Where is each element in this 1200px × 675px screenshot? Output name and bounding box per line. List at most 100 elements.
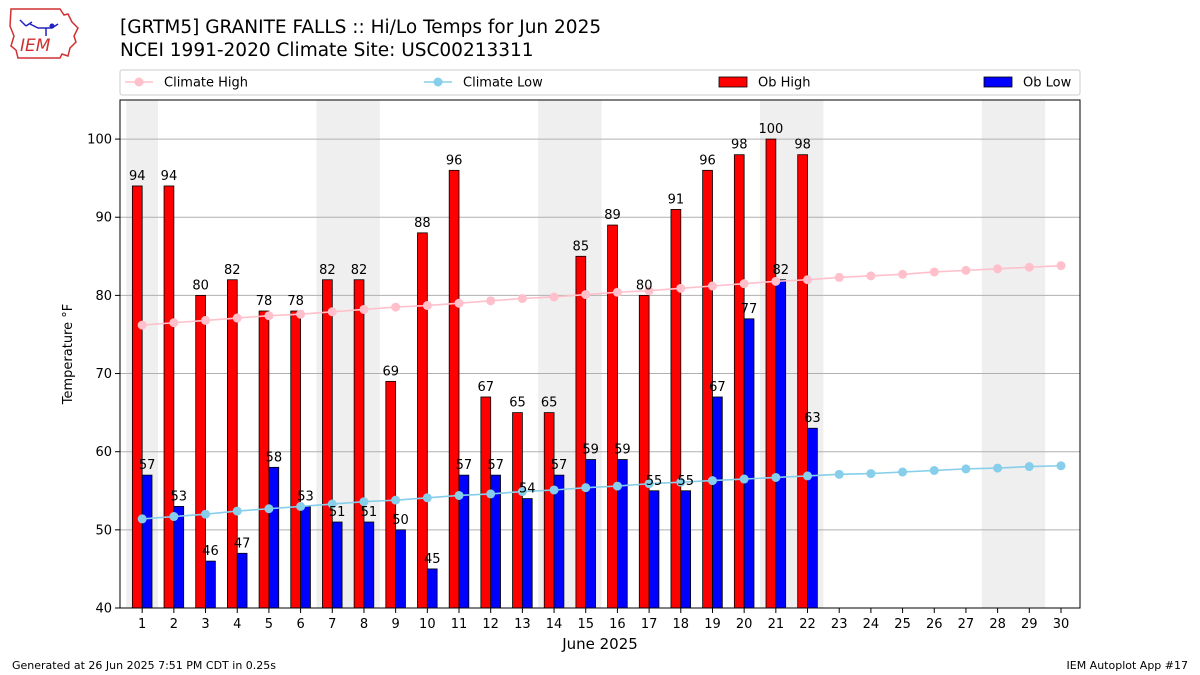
- legend-box: [119, 69, 1081, 96]
- ob-high-label: 98: [731, 138, 748, 153]
- ob-high-bar: [290, 310, 301, 609]
- ob-low-label: 50: [392, 513, 409, 528]
- climate-high-point: [866, 271, 876, 281]
- ob-high-bar: [733, 154, 745, 609]
- ob-low-label: 77: [741, 302, 758, 317]
- climate-high-point: [739, 279, 749, 289]
- climate-low-point: [961, 464, 971, 474]
- ob-low-legend-swatch: [983, 76, 1013, 88]
- climate-low-point: [296, 501, 306, 511]
- climate-high-legend-marker: [134, 77, 144, 87]
- climate-low-point: [993, 463, 1003, 473]
- ob-low-label: 57: [139, 458, 156, 473]
- ob-high-label: 65: [541, 396, 558, 411]
- ob-low-label: 58: [266, 450, 283, 465]
- climate-high-point: [961, 265, 971, 275]
- ob-high-label: 89: [604, 208, 621, 223]
- climate-low-point: [707, 476, 717, 486]
- ob-high-bar: [163, 185, 175, 609]
- x-tick-label: 30: [1053, 617, 1070, 632]
- x-tick-label: 25: [894, 617, 911, 632]
- iem-logo: IEM: [9, 8, 79, 59]
- climate-low-point: [1056, 461, 1066, 471]
- climate-high-point: [707, 281, 717, 291]
- ob-high-label: 96: [446, 153, 463, 168]
- ob-high-label: 78: [287, 294, 304, 309]
- climate-high-point: [169, 318, 179, 328]
- climate-high-point: [612, 287, 622, 297]
- ob-high-label: 94: [129, 169, 146, 184]
- climate-low-point: [612, 481, 622, 491]
- ob-low-bar: [585, 459, 596, 609]
- climate-low-legend-marker: [433, 77, 443, 87]
- ob-low-label: 57: [487, 458, 504, 473]
- ob-low-bar: [712, 396, 723, 609]
- climate-low-point: [739, 474, 749, 484]
- climate-low-legend-label: Climate Low: [463, 76, 543, 91]
- climate-low-point: [898, 467, 908, 477]
- ob-high-bar: [353, 279, 365, 609]
- ob-low-label: 53: [297, 489, 314, 504]
- x-tick-label: 11: [451, 617, 468, 632]
- plot-frame: [119, 99, 1081, 609]
- x-tick-label: 13: [514, 617, 531, 632]
- ob-low-bar: [268, 466, 280, 609]
- ob-low-bar: [807, 427, 818, 609]
- y-tick-label: 60: [95, 445, 112, 460]
- ob-high-bar: [765, 138, 777, 609]
- y-tick-label: 40: [95, 602, 112, 617]
- climate-high-point: [771, 276, 781, 286]
- x-tick-label: 8: [360, 617, 368, 632]
- x-tick-label: 10: [419, 617, 436, 632]
- ob-low-label: 55: [646, 474, 663, 489]
- ob-low-label: 51: [329, 505, 346, 520]
- climate-high-point: [803, 275, 813, 285]
- ob-low-label: 59: [614, 443, 631, 458]
- climate-low-point: [201, 509, 211, 519]
- ob-low-label: 51: [361, 505, 378, 520]
- ob-high-label: 94: [161, 169, 178, 184]
- x-tick-label: 22: [799, 617, 816, 632]
- y-axis-label: Temperature °F: [61, 304, 76, 405]
- weekend-band: [981, 100, 1046, 608]
- app-label: IEM Autoplot App #17: [1066, 659, 1189, 672]
- climate-high-point: [644, 286, 654, 296]
- y-tick-label: 50: [95, 523, 112, 538]
- ob-low-label: 82: [772, 263, 789, 278]
- chart-title: [GRTM5] GRANITE FALLS :: Hi/Lo Temps for…: [120, 17, 602, 38]
- ob-high-label: 65: [509, 396, 526, 411]
- ob-high-bar: [575, 255, 587, 609]
- climate-high-point: [581, 290, 591, 300]
- x-tick-label: 2: [170, 617, 178, 632]
- x-tick-label: 6: [296, 617, 304, 632]
- ob-low-label: 57: [551, 458, 568, 473]
- y-tick-label: 100: [87, 133, 112, 148]
- climate-low-point: [803, 471, 813, 481]
- climate-low-point: [169, 512, 179, 522]
- ob-high-label: 80: [192, 278, 209, 293]
- climate-low-point: [517, 487, 527, 497]
- ob-low-label: 54: [519, 482, 536, 497]
- x-tick-label: 16: [609, 617, 626, 632]
- ob-high-bar: [385, 380, 397, 609]
- x-tick-label: 4: [233, 617, 241, 632]
- ob-high-bar: [543, 412, 555, 609]
- bars: [131, 138, 818, 609]
- ob-high-label: 100: [759, 122, 784, 137]
- climate-low-point: [137, 514, 147, 524]
- ob-high-bar: [480, 396, 492, 609]
- ob-low-bar: [775, 279, 787, 609]
- ob-high-bar: [227, 279, 238, 609]
- ob-low-bar: [680, 490, 692, 609]
- ob-low-label: 67: [709, 380, 726, 395]
- ob-high-bar: [638, 294, 650, 609]
- climate-low-point: [422, 493, 432, 503]
- ob-low-bar: [553, 474, 565, 609]
- y-tick-label: 90: [95, 211, 112, 226]
- x-tick-label: 9: [392, 617, 400, 632]
- climate-high-point: [929, 267, 939, 277]
- climate-high-point: [391, 302, 401, 312]
- climate-high-point: [993, 264, 1003, 274]
- ob-high-label: 91: [668, 192, 685, 207]
